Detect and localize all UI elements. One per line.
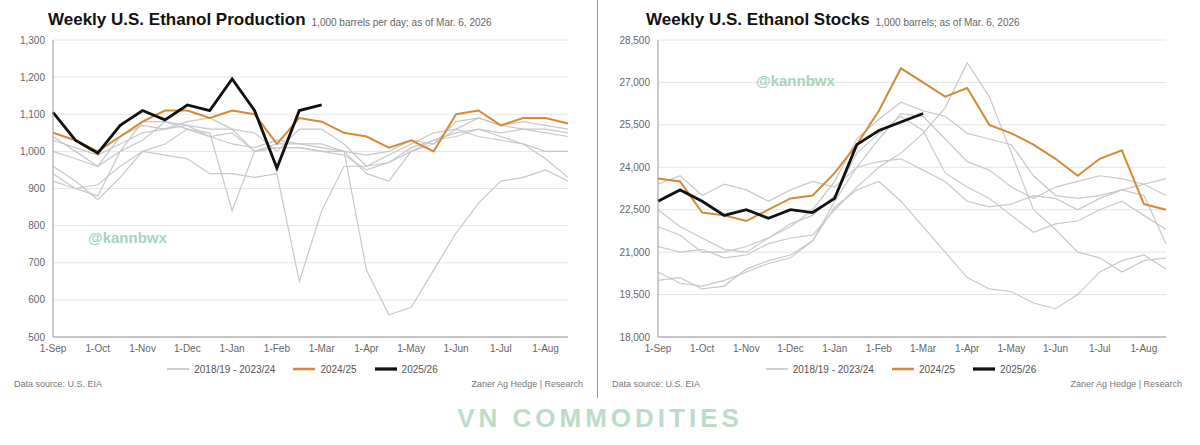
svg-text:600: 600: [28, 294, 45, 305]
svg-text:25,500: 25,500: [619, 119, 650, 130]
svg-text:800: 800: [28, 220, 45, 231]
svg-text:1-Apr: 1-Apr: [955, 343, 980, 354]
svg-text:700: 700: [28, 257, 45, 268]
svg-text:21,000: 21,000: [619, 247, 650, 258]
svg-text:1,100: 1,100: [20, 109, 45, 120]
html-text:@kannbwx: @kannbwx: [756, 72, 835, 89]
svg-text:1-Jun: 1-Jun: [444, 343, 469, 354]
html-text:Zaner Ag Hedge | Research: Zaner Ag Hedge | Research: [1070, 379, 1182, 389]
svg-text:1-Aug: 1-Aug: [532, 343, 559, 354]
html-text:2018/19 - 2023/24: 2018/19 - 2023/24: [194, 363, 276, 375]
svg-text:1-Nov: 1-Nov: [733, 343, 760, 354]
svg-text:1-Sep: 1-Sep: [645, 343, 672, 354]
svg-text:22,500: 22,500: [619, 204, 650, 215]
svg-text:1-Oct: 1-Oct: [690, 343, 715, 354]
svg-text:19,500: 19,500: [619, 289, 650, 300]
html-text:Weekly U.S. Ethanol Production: Weekly U.S. Ethanol Production 1,000 bar…: [48, 10, 492, 29]
html-text:2024/25: 2024/25: [918, 363, 956, 375]
html-text:VN COMMODITIES: VN COMMODITIES: [457, 402, 743, 433]
html-text:2018/19 - 2023/24: 2018/19 - 2023/24: [792, 363, 874, 375]
svg-text:1-Oct: 1-Oct: [86, 343, 111, 354]
svg-text:1-Mar: 1-Mar: [309, 343, 336, 354]
html-text:2025/26: 2025/26: [1000, 363, 1037, 375]
svg-text:1-May: 1-May: [997, 343, 1025, 354]
svg-text:1,300: 1,300: [20, 35, 45, 46]
svg-text:1-Dec: 1-Dec: [174, 343, 201, 354]
html-text:@kannbwx: @kannbwx: [88, 229, 167, 246]
svg-text:1-Feb: 1-Feb: [866, 343, 893, 354]
svg-text:1,000: 1,000: [20, 146, 45, 157]
svg-text:900: 900: [28, 183, 45, 194]
html-text:Data source: U.S. EIA: Data source: U.S. EIA: [14, 379, 102, 389]
html-text:Zaner Ag Hedge | Research: Zaner Ag Hedge | Research: [471, 379, 583, 389]
html-text:Data source: U.S. EIA: Data source: U.S. EIA: [612, 379, 700, 389]
svg-text:1-Feb: 1-Feb: [264, 343, 291, 354]
svg-text:500: 500: [28, 332, 45, 343]
svg-text:1-Jul: 1-Jul: [490, 343, 512, 354]
svg-text:1-Apr: 1-Apr: [354, 343, 379, 354]
svg-text:24,000: 24,000: [619, 162, 650, 173]
svg-text:1-Jun: 1-Jun: [1043, 343, 1068, 354]
svg-text:28,500: 28,500: [619, 35, 650, 46]
svg-text:18,000: 18,000: [619, 332, 650, 343]
svg-text:1,200: 1,200: [20, 72, 45, 83]
svg-text:1-May: 1-May: [397, 343, 425, 354]
svg-text:1-Sep: 1-Sep: [40, 343, 67, 354]
svg-text:1-Jan: 1-Jan: [822, 343, 847, 354]
svg-text:1-Jul: 1-Jul: [1089, 343, 1111, 354]
svg-text:1-Nov: 1-Nov: [129, 343, 156, 354]
html-text:Weekly U.S. Ethanol Stocks 1,0: Weekly U.S. Ethanol Stocks 1,000 barrels…: [646, 10, 1020, 29]
html-text:2025/26: 2025/26: [401, 363, 438, 375]
svg-text:1-Mar: 1-Mar: [910, 343, 937, 354]
svg-text:1-Dec: 1-Dec: [777, 343, 804, 354]
svg-text:27,000: 27,000: [619, 77, 650, 88]
svg-text:1-Aug: 1-Aug: [1131, 343, 1158, 354]
html-text:2024/25: 2024/25: [320, 363, 357, 375]
svg-text:1-Jan: 1-Jan: [220, 343, 245, 354]
